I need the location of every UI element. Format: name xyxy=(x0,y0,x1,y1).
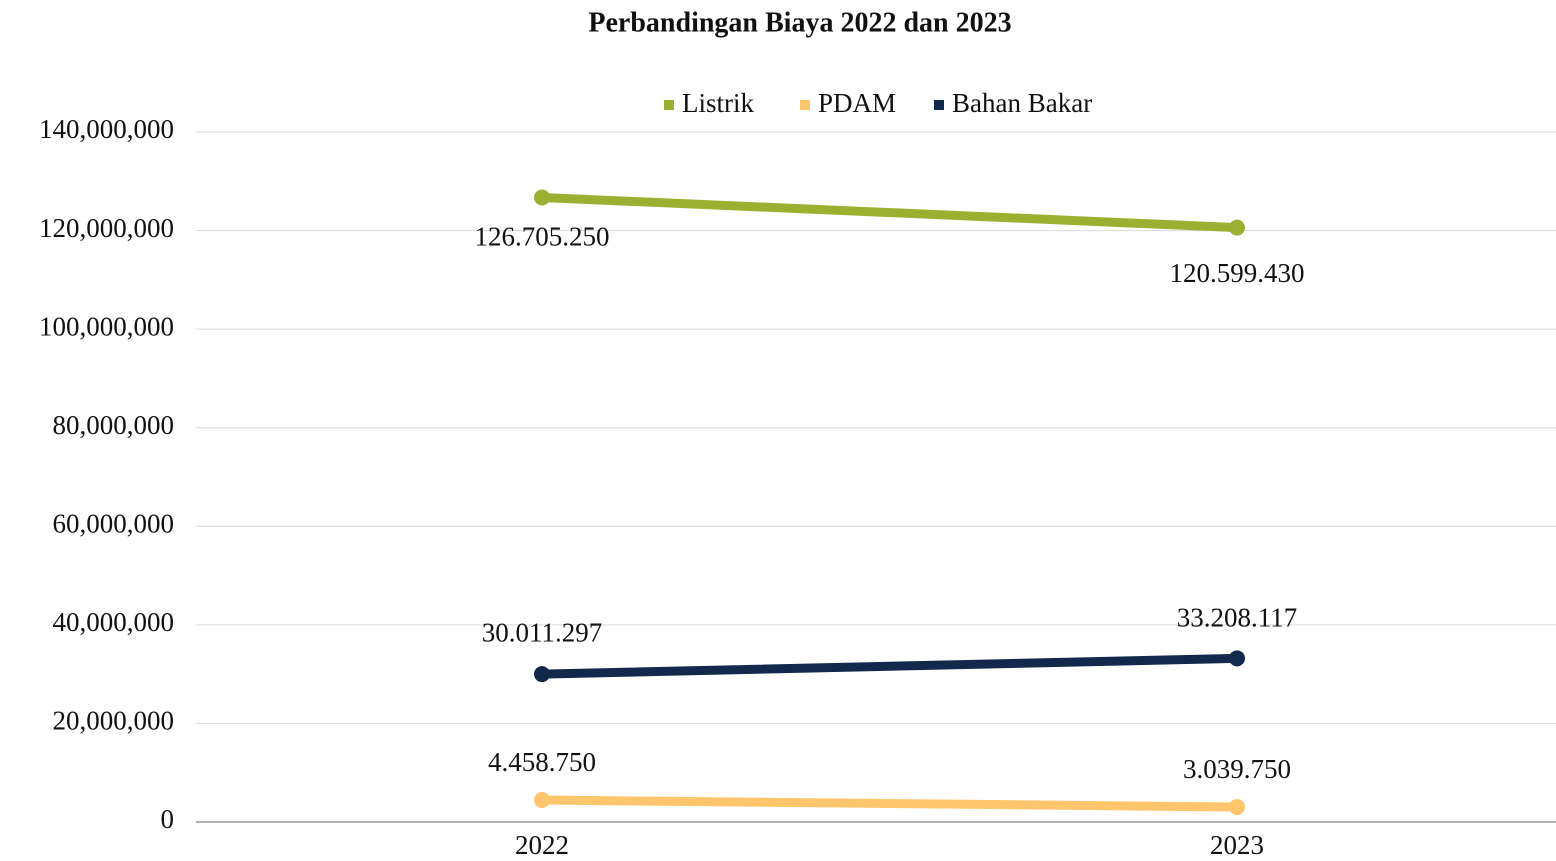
data-point xyxy=(1229,219,1245,236)
legend-swatch xyxy=(664,100,674,110)
x-tick-label: 2022 xyxy=(515,830,569,860)
data-label: 126.705.250 xyxy=(475,222,610,252)
data-label: 30.011.297 xyxy=(482,617,603,647)
y-tick-label: 20,000,000 xyxy=(53,706,175,736)
legend-label: PDAM xyxy=(818,88,896,118)
data-label: 3.039.750 xyxy=(1183,754,1291,784)
data-label: 120.599.430 xyxy=(1170,258,1305,288)
chart-title: Perbandingan Biaya 2022 dan 2023 xyxy=(588,7,1011,38)
data-point xyxy=(534,792,550,809)
series-line xyxy=(537,795,1242,812)
data-point xyxy=(534,666,550,683)
y-tick-label: 60,000,000 xyxy=(53,508,175,538)
y-tick-label: 0 xyxy=(161,804,175,834)
series-line xyxy=(537,653,1242,679)
legend-swatch xyxy=(800,100,810,110)
data-label: 4.458.750 xyxy=(488,747,596,777)
y-tick-label: 100,000,000 xyxy=(39,311,174,341)
data-point xyxy=(534,189,550,206)
y-tick-label: 40,000,000 xyxy=(53,607,175,637)
legend-swatch xyxy=(934,100,944,110)
y-tick-label: 140,000,000 xyxy=(39,114,174,144)
y-tick-label: 120,000,000 xyxy=(39,213,174,243)
legend-label: Bahan Bakar xyxy=(952,88,1092,118)
legend-label: Listrik xyxy=(682,88,754,118)
y-tick-label: 80,000,000 xyxy=(53,410,175,440)
x-tick-label: 2023 xyxy=(1210,830,1264,860)
data-point xyxy=(1229,650,1245,667)
data-label: 33.208.117 xyxy=(1177,603,1298,633)
data-point xyxy=(1229,799,1245,816)
series-line xyxy=(537,193,1242,233)
